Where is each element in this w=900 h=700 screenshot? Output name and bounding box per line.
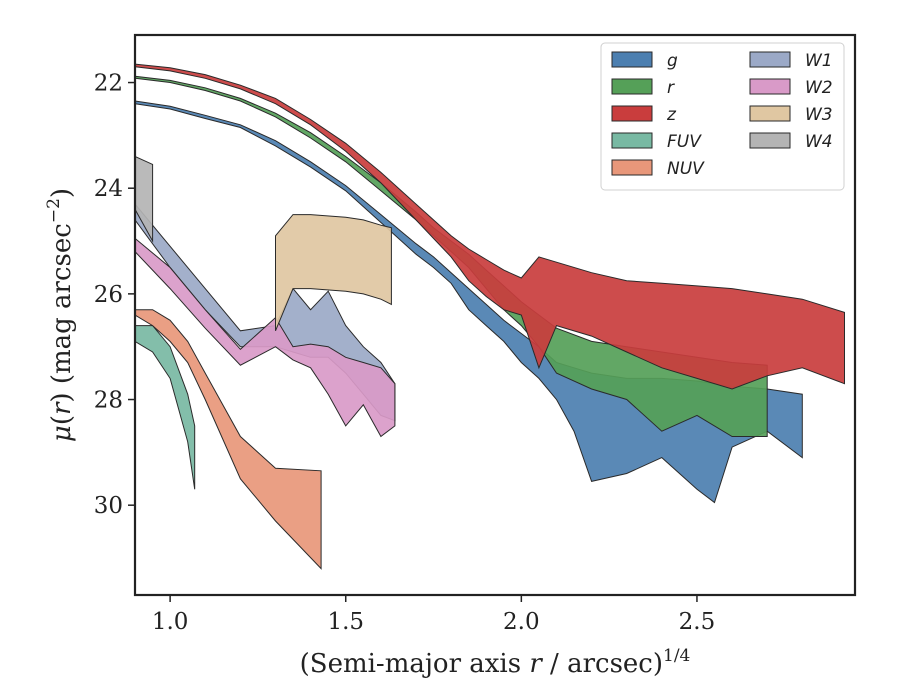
legend-swatch <box>749 51 791 68</box>
legend-entry-nuv: NUV <box>611 159 705 179</box>
y-axis-ticks: 22 24 26 28 30 <box>94 71 135 519</box>
y-axis-label: μ(r) (mag arcsec−2) <box>44 188 77 442</box>
band-nuv <box>135 309 322 570</box>
legend: grz FUV NUV W1 W2 W3 W4 <box>600 42 845 191</box>
legend-label: NUV <box>667 159 705 179</box>
legend-entry-w3: W3 <box>749 105 833 125</box>
x-tick-label: 2.5 <box>679 609 716 635</box>
y-tick-label: 26 <box>94 282 123 308</box>
legend-swatch <box>611 51 653 68</box>
legend-entry-r: r <box>611 78 675 98</box>
legend-swatch <box>749 78 791 95</box>
legend-swatch <box>611 132 653 149</box>
x-axis-ticks: 1.0 1.5 2.0 2.5 <box>152 595 715 635</box>
legend-swatch <box>611 105 653 122</box>
legend-label: z <box>666 105 677 125</box>
legend-label: W2 <box>805 78 833 98</box>
legend-swatch <box>749 105 791 122</box>
band-z <box>135 63 845 390</box>
x-tick-label: 2.0 <box>503 609 540 635</box>
legend-label: W4 <box>805 132 833 152</box>
x-tick-label: 1.5 <box>327 609 364 635</box>
legend-label: W1 <box>805 51 833 71</box>
legend-entry-w1: W1 <box>749 51 833 71</box>
legend-label: r <box>667 78 675 98</box>
y-tick-label: 22 <box>94 71 123 97</box>
profile-bands <box>135 63 845 570</box>
legend-entry-w2: W2 <box>749 78 833 98</box>
legend-swatch <box>611 78 653 95</box>
legend-label: W3 <box>805 105 833 125</box>
y-tick-label: 30 <box>94 493 123 519</box>
y-tick-label: 28 <box>94 388 123 414</box>
legend-entry-z: z <box>611 105 677 125</box>
plot-frame <box>133 33 857 597</box>
band-fuv <box>135 325 196 490</box>
legend-label: FUV <box>667 132 702 152</box>
legend-swatch <box>749 132 791 149</box>
band-w3 <box>275 214 392 331</box>
x-tick-label: 1.0 <box>152 609 189 635</box>
legend-entry-fuv: FUV <box>611 132 702 152</box>
band-w4 <box>135 155 154 243</box>
y-tick-label: 24 <box>94 176 123 202</box>
legend-label: g <box>667 51 678 71</box>
legend-swatch <box>611 159 653 176</box>
legend-entry-g: g <box>611 51 678 71</box>
x-axis-label: (Semi-major axis r / arcsec)1/4 <box>300 646 691 679</box>
legend-entry-w4: W4 <box>749 132 833 152</box>
